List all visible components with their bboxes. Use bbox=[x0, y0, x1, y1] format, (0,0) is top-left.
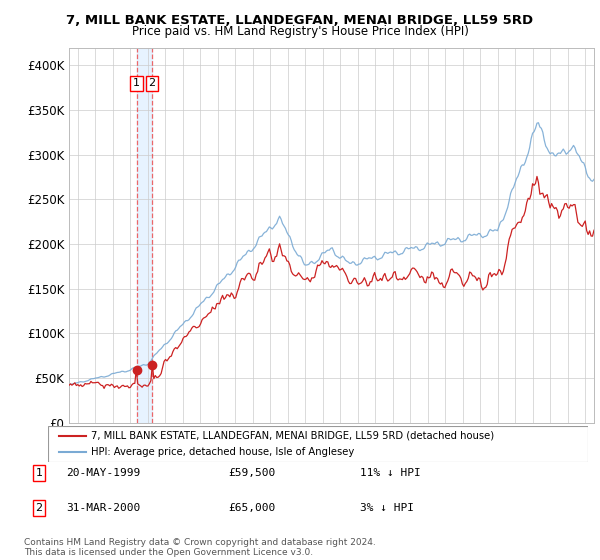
Text: 7, MILL BANK ESTATE, LLANDEGFAN, MENAI BRIDGE, LL59 5RD: 7, MILL BANK ESTATE, LLANDEGFAN, MENAI B… bbox=[67, 14, 533, 27]
Bar bbox=[137, 48, 152, 423]
FancyBboxPatch shape bbox=[48, 426, 588, 462]
Text: 2: 2 bbox=[149, 78, 155, 88]
Text: 20-MAY-1999: 20-MAY-1999 bbox=[66, 468, 140, 478]
Text: Price paid vs. HM Land Registry's House Price Index (HPI): Price paid vs. HM Land Registry's House … bbox=[131, 25, 469, 38]
Text: 11% ↓ HPI: 11% ↓ HPI bbox=[360, 468, 421, 478]
Text: 7, MILL BANK ESTATE, LLANDEGFAN, MENAI BRIDGE, LL59 5RD (detached house): 7, MILL BANK ESTATE, LLANDEGFAN, MENAI B… bbox=[91, 431, 494, 441]
Text: Contains HM Land Registry data © Crown copyright and database right 2024.
This d: Contains HM Land Registry data © Crown c… bbox=[24, 538, 376, 557]
Text: 2: 2 bbox=[35, 503, 43, 513]
Text: 1: 1 bbox=[133, 78, 140, 88]
Text: £65,000: £65,000 bbox=[228, 503, 275, 513]
Text: HPI: Average price, detached house, Isle of Anglesey: HPI: Average price, detached house, Isle… bbox=[91, 447, 355, 457]
Text: 1: 1 bbox=[35, 468, 43, 478]
Text: 3% ↓ HPI: 3% ↓ HPI bbox=[360, 503, 414, 513]
Text: £59,500: £59,500 bbox=[228, 468, 275, 478]
Text: 31-MAR-2000: 31-MAR-2000 bbox=[66, 503, 140, 513]
